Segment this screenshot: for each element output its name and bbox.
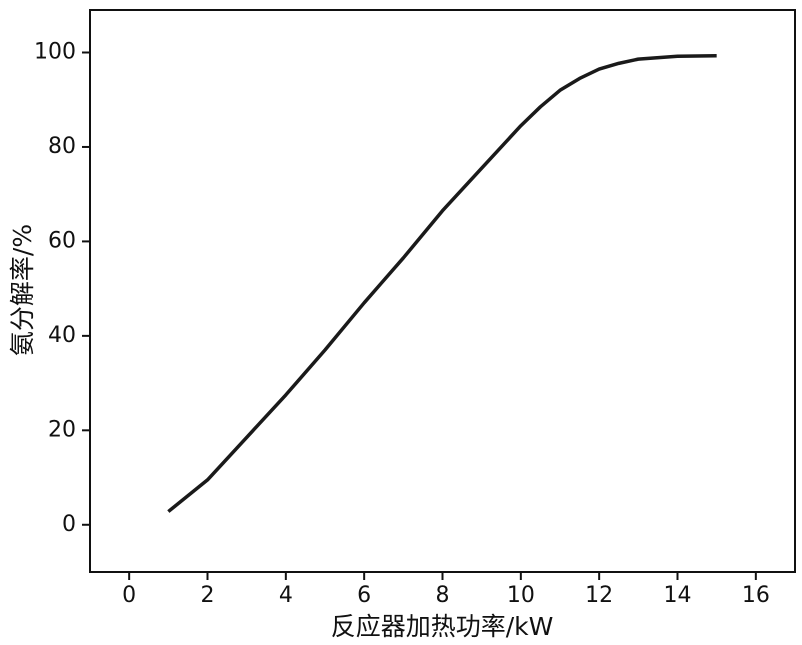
y-tick-label: 80 <box>48 134 76 159</box>
x-tick-label: 14 <box>664 583 692 608</box>
x-axis-label: 反应器加热功率/kW <box>331 612 554 641</box>
data-line <box>167 54 717 513</box>
x-tick-label: 4 <box>279 583 293 608</box>
y-axis-label: 氨分解率/% <box>8 224 37 356</box>
x-tick-label: 6 <box>357 583 371 608</box>
y-tick-label: 0 <box>62 512 76 537</box>
y-tick-label: 60 <box>48 228 76 253</box>
y-tick-label: 100 <box>34 40 76 65</box>
x-tick-label: 0 <box>122 583 136 608</box>
x-tick-label: 16 <box>742 583 770 608</box>
x-tick-label: 8 <box>436 583 450 608</box>
x-tick-label: 10 <box>507 583 535 608</box>
y-tick-label: 20 <box>48 417 76 442</box>
y-tick-label: 40 <box>48 323 76 348</box>
x-tick-label: 2 <box>201 583 215 608</box>
x-tick-label: 12 <box>585 583 613 608</box>
